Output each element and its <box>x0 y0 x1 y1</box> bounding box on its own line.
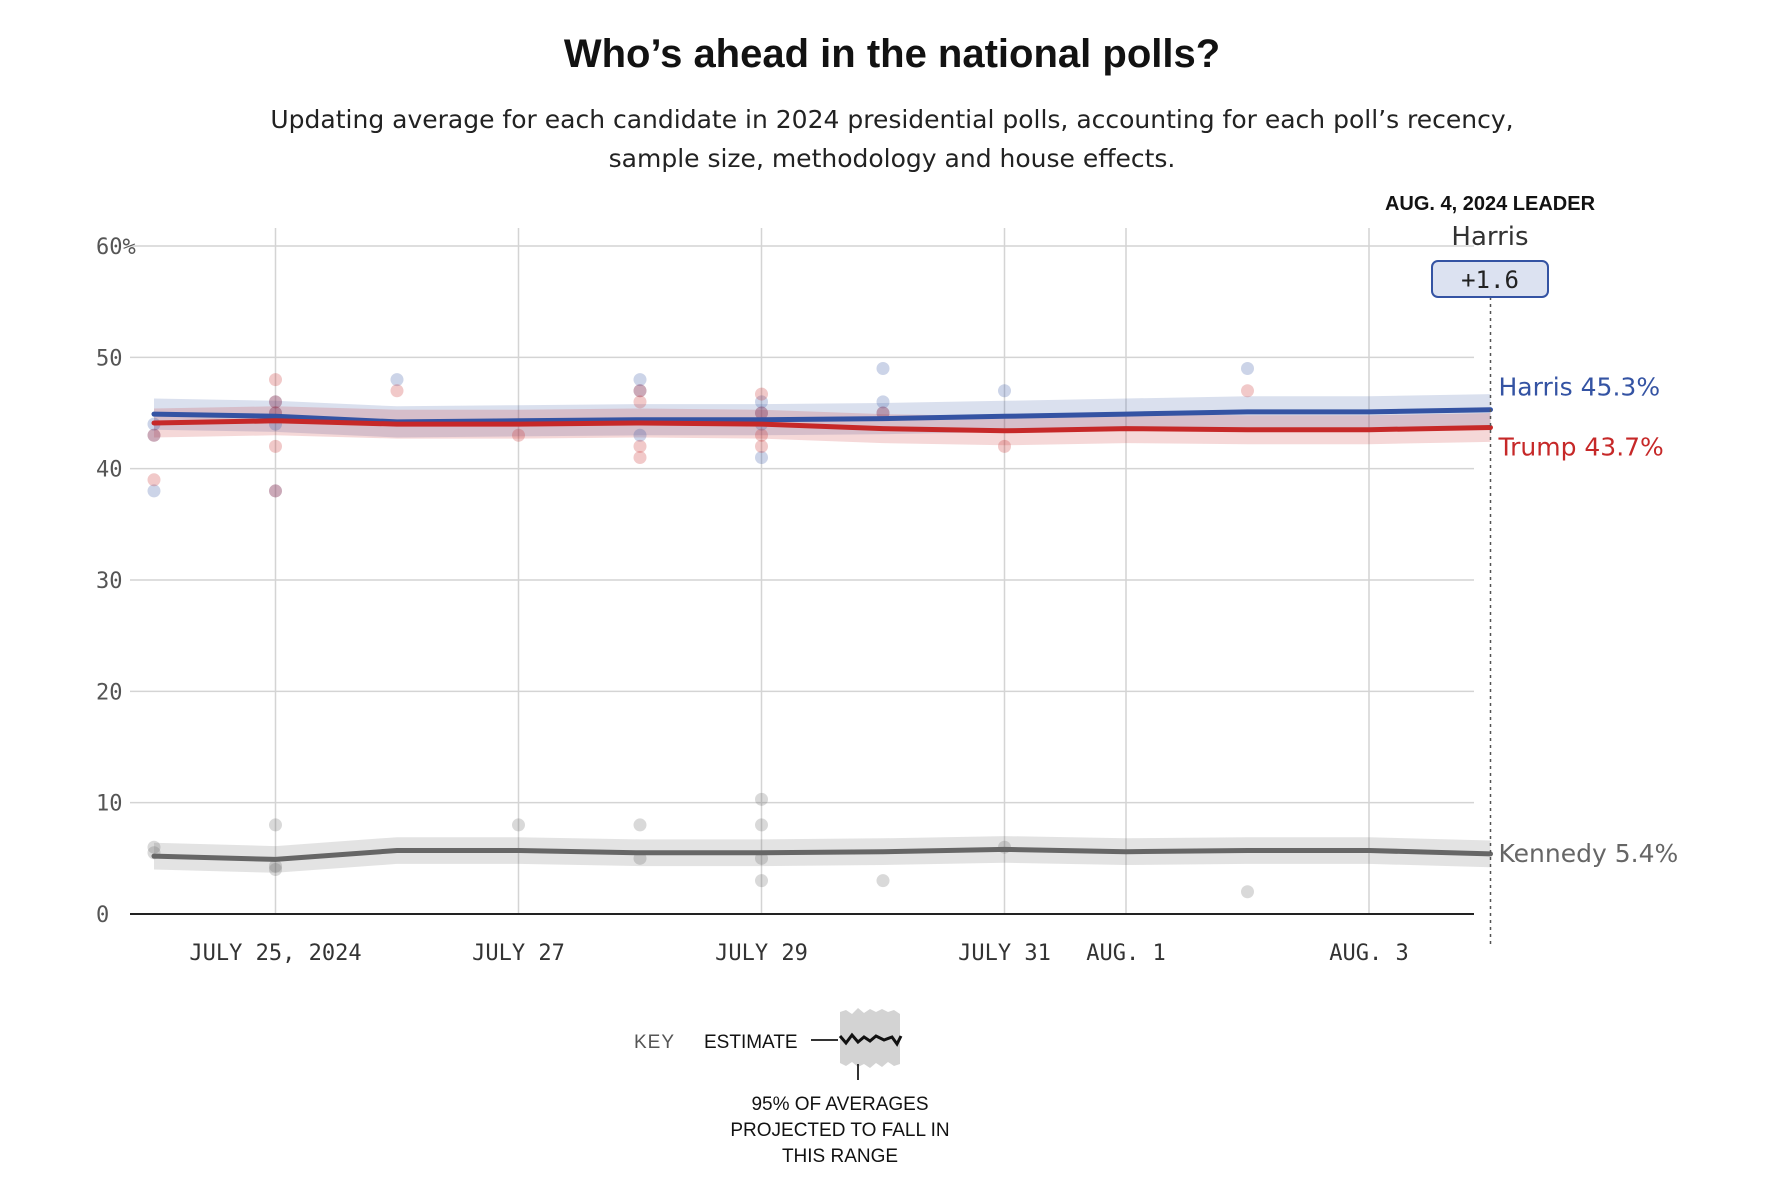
leader-date-label: AUG. 4, 2024 LEADER <box>1385 193 1596 215</box>
trump-poll-dot <box>755 428 768 442</box>
harris-poll-dot <box>755 406 768 420</box>
trump-poll-dot <box>633 451 647 465</box>
harris-poll-dot <box>876 395 890 409</box>
trump-poll-dot <box>512 428 525 442</box>
chart-key: KEY ESTIMATE 95% OF AVERAGES PROJECTED T… <box>634 1008 950 1167</box>
x-tick-label: JULY 31 <box>958 941 1051 966</box>
kennedy-poll-dot <box>755 874 768 888</box>
kennedy-poll-dot <box>1241 885 1254 899</box>
trump-poll-dot <box>269 439 282 453</box>
x-tick-label: JULY 25, 2024 <box>189 941 361 966</box>
harris-poll-dot <box>147 484 161 498</box>
subtitle-line-2: sample size, methodology and house effec… <box>608 144 1176 173</box>
x-tick-label: JULY 29 <box>715 941 808 966</box>
leader-margin: +1.6 <box>1461 266 1519 294</box>
harris-end-label: Harris 45.3% <box>1499 373 1661 402</box>
x-tick-label: AUG. 1 <box>1086 941 1165 966</box>
y-tick-label: 0 <box>96 903 109 928</box>
y-tick-label: 30 <box>96 569 123 594</box>
harris-poll-dot <box>876 361 890 375</box>
key-label: KEY <box>634 1032 675 1053</box>
trump-poll-dot <box>633 395 647 409</box>
key-range-line-3: THIS RANGE <box>782 1146 898 1167</box>
harris-poll-dot <box>269 484 282 498</box>
trump-poll-dot <box>633 384 647 398</box>
harris-poll-dot <box>633 428 647 442</box>
axes: 0 10 20 30 40 50 60% JULY 25, 2024 JULY 27 JULY 2… <box>96 235 1492 966</box>
harris-poll-dot <box>390 373 404 387</box>
kennedy-average-line <box>151 846 1493 862</box>
subtitle-line-1: Updating average for each candidate in 2… <box>270 105 1514 134</box>
trump-poll-dot <box>755 406 768 420</box>
trump-poll-dot <box>269 395 282 409</box>
leader-name: Harris <box>1451 222 1528 252</box>
kennedy-poll-dot <box>269 862 282 876</box>
kennedy-poll-dot <box>269 818 282 832</box>
confidence-bands <box>154 394 1491 873</box>
trump-poll-dot <box>269 373 282 387</box>
x-tick-label: JULY 27 <box>472 941 565 966</box>
chart-subtitle: Updating average for each candidate in 2… <box>200 100 1584 178</box>
harris-poll-dot <box>269 395 282 409</box>
trump-poll-dot <box>147 428 161 442</box>
kennedy-poll-dot <box>755 818 768 832</box>
harris-poll-dot <box>755 451 768 465</box>
kennedy-poll-dot <box>147 840 161 854</box>
average-lines <box>151 407 1493 862</box>
harris-poll-dot <box>633 384 647 398</box>
chart-title: Who’s ahead in the national polls? <box>563 32 1221 76</box>
harris-poll-dot <box>147 428 161 442</box>
leader-margin-badge <box>1431 260 1549 298</box>
y-tick-label: 10 <box>96 792 123 817</box>
harris-poll-dot <box>633 373 647 387</box>
trump-poll-dot <box>633 439 647 453</box>
trump-poll-dot <box>755 439 768 453</box>
trump-poll-dot <box>998 439 1011 453</box>
y-tick-label: 40 <box>96 458 123 483</box>
kennedy-end-label: Kennedy 5.4% <box>1499 839 1679 868</box>
poll-dots <box>147 361 1254 899</box>
x-tick-label: AUG. 3 <box>1329 941 1408 966</box>
trump-average-line <box>151 418 1493 434</box>
kennedy-poll-dot <box>269 859 282 873</box>
y-tick-label: 50 <box>96 346 123 371</box>
trump-end-label: Trump 43.7% <box>1498 432 1664 461</box>
trump-poll-dot <box>1241 384 1254 398</box>
kennedy-poll-dot <box>876 874 890 888</box>
key-range-line-1: 95% OF AVERAGES <box>751 1094 928 1115</box>
harris-average-line <box>151 407 1493 425</box>
harris-poll-dot <box>1241 361 1254 375</box>
key-range-line-2: PROJECTED TO FALL IN <box>730 1120 949 1141</box>
leader-callout: AUG. 4, 2024 LEADER Harris +1.6 <box>1385 193 1596 298</box>
harris-poll-dot <box>998 384 1011 398</box>
y-tick-label: 60% <box>96 235 136 260</box>
y-tick-label: 20 <box>96 680 123 705</box>
key-estimate-label: ESTIMATE <box>704 1032 798 1053</box>
series-end-labels: Harris 45.3% Trump 43.7% Kennedy 5.4% <box>1498 373 1679 868</box>
kennedy-poll-dot <box>512 818 525 832</box>
gridlines <box>130 228 1474 914</box>
trump-poll-dot <box>269 484 282 498</box>
kennedy-poll-dot <box>633 818 647 832</box>
harris-poll-dot <box>755 395 768 409</box>
key-estimate-line-icon <box>838 1032 903 1047</box>
kennedy-poll-dot <box>755 792 768 806</box>
key-range-band-icon <box>840 1008 900 1068</box>
trump-poll-dot <box>755 387 768 401</box>
trump-poll-dot <box>390 384 404 398</box>
trump-poll-dot <box>147 473 161 487</box>
